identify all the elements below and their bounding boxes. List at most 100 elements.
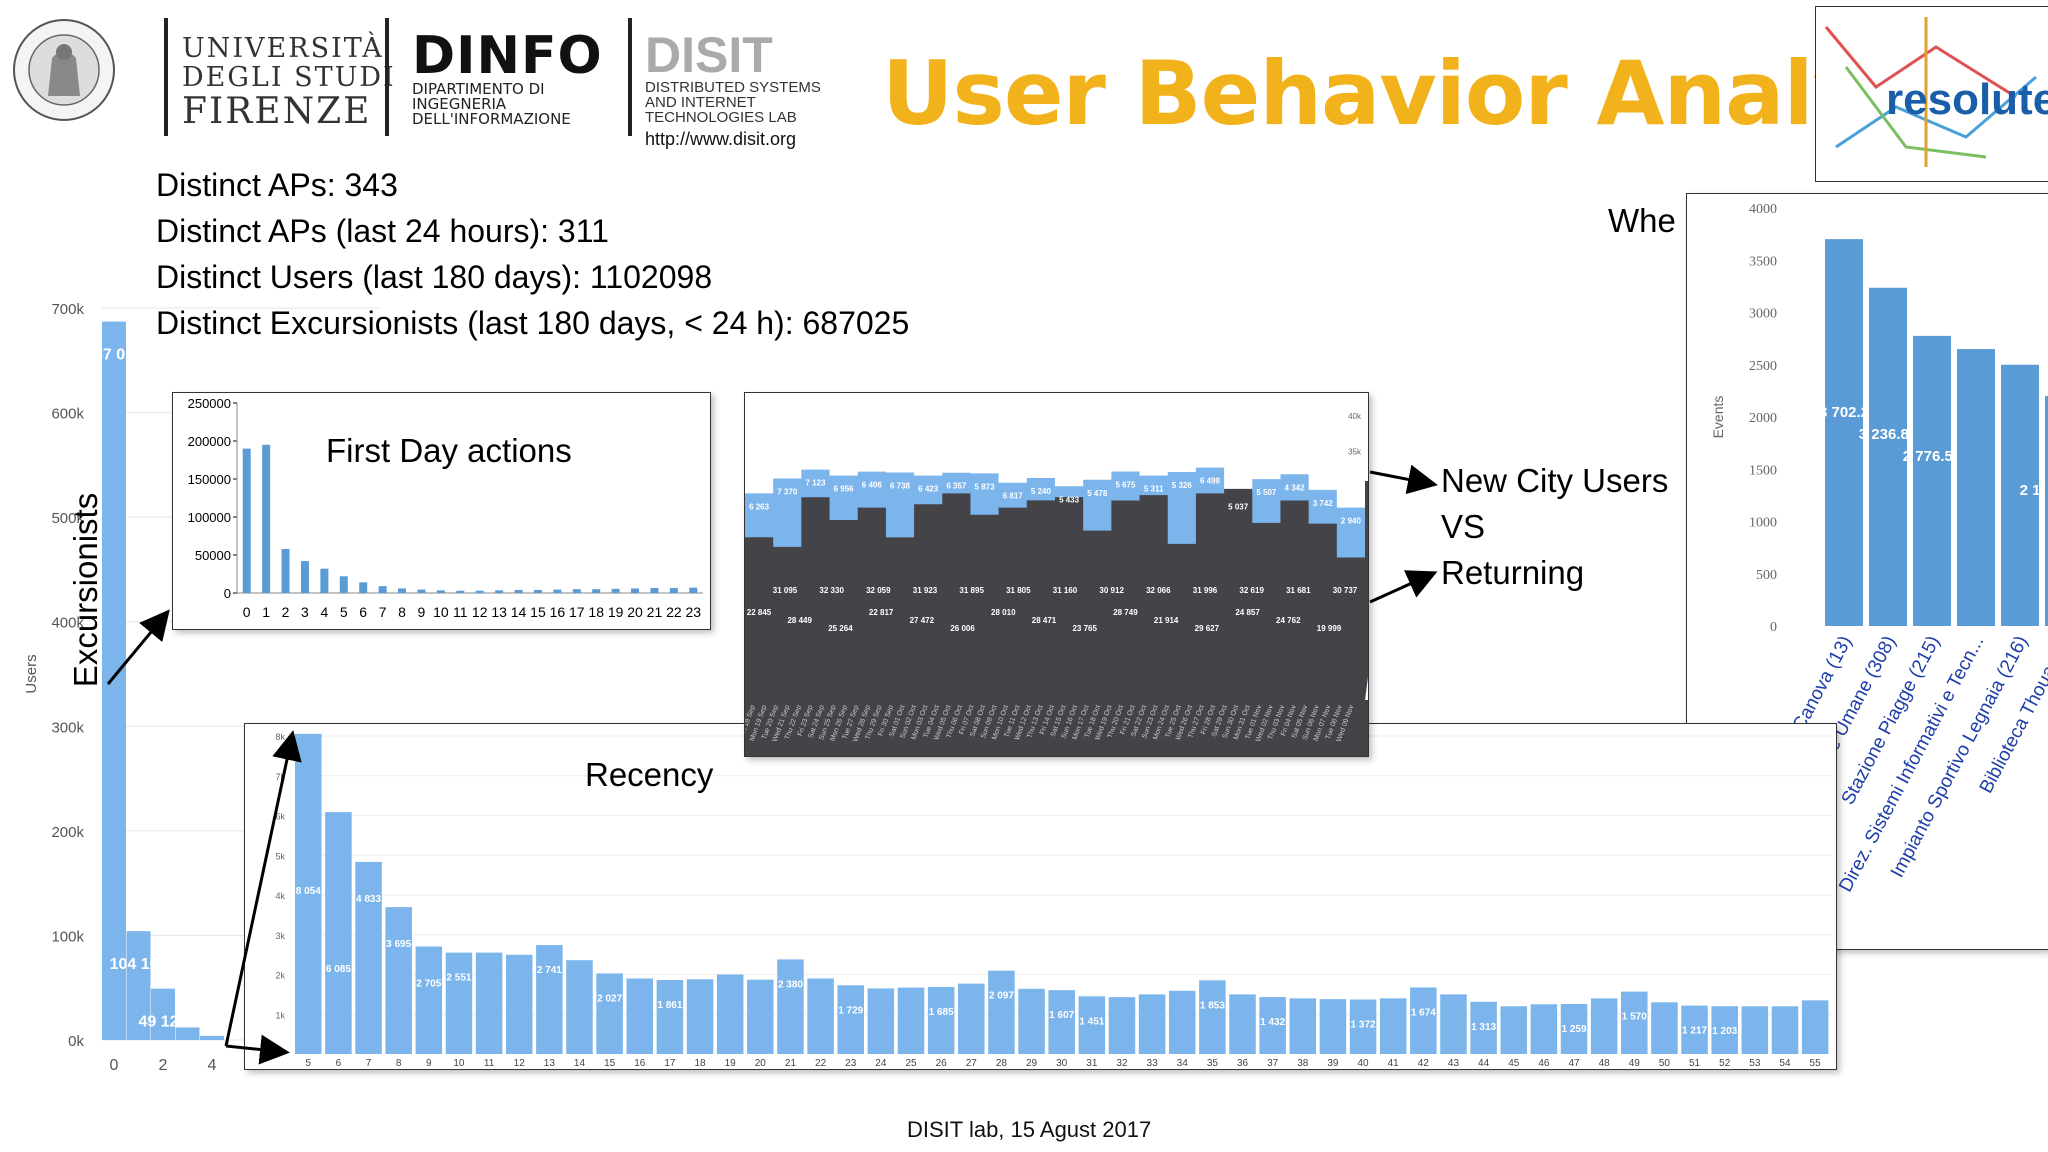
y-tick-label: 2000	[1749, 411, 1777, 426]
y-tick-label: 4000	[1749, 202, 1777, 217]
bar	[359, 582, 368, 593]
data-label: 5 873	[975, 482, 996, 491]
data-label: 31 160	[1053, 586, 1078, 595]
bar	[1048, 990, 1075, 1054]
data-label: 30 912	[1099, 586, 1124, 595]
bar	[777, 959, 804, 1054]
data-label: 28 749	[1113, 608, 1138, 617]
x-tick-label: 8	[398, 604, 406, 620]
x-tick-label: 24	[875, 1058, 887, 1069]
x-tick-label: 35	[1207, 1058, 1219, 1069]
x-tick-label: 10	[433, 604, 449, 620]
x-tick-label: 18	[694, 1058, 706, 1069]
x-tick-label: 23	[845, 1058, 857, 1069]
data-label: 1 853	[1200, 1000, 1225, 1011]
y-tick-label: 35k	[1348, 448, 1362, 457]
data-label: 31 923	[913, 586, 938, 595]
bar	[596, 973, 623, 1054]
x-tick-label: 48	[1599, 1058, 1611, 1069]
bar	[626, 978, 654, 1054]
new-vs-returning-area-chart: 35k 40k 6 263 7 370 7 123 6 956 6 406 6 738 6 42…	[745, 393, 1368, 756]
x-tick-label: 14	[574, 1058, 586, 1069]
bar	[514, 589, 523, 593]
bar	[631, 588, 640, 593]
bar	[689, 587, 698, 593]
y-tick-label: 0	[224, 586, 231, 601]
data-label: 1 203	[1712, 1026, 1737, 1037]
data-label: 32 619	[1239, 586, 1264, 595]
bar	[1199, 980, 1226, 1054]
x-tick-label: 2	[282, 604, 290, 620]
x-tick-label: 9	[418, 604, 426, 620]
data-label: 1 259	[1562, 1024, 1587, 1035]
data-label: 5 240	[1031, 487, 1052, 496]
bar	[1957, 349, 1995, 626]
x-tick-label: 36	[1237, 1058, 1249, 1069]
data-label: 1 372	[1351, 1019, 1376, 1030]
bar	[505, 954, 533, 1054]
bar	[1108, 997, 1136, 1054]
data-label: 26 006	[950, 624, 975, 633]
y-tick-label: 6k	[275, 812, 285, 822]
data-label: 1 217	[1682, 1026, 1707, 1037]
y-tick-label: 8k	[275, 732, 285, 742]
x-tick-label: 21	[647, 604, 663, 620]
x-tick-label: 11	[453, 604, 468, 620]
bar	[2045, 396, 2048, 626]
bar	[281, 548, 290, 593]
data-label: 2 097	[989, 991, 1014, 1002]
x-tick-label: 1	[262, 604, 270, 620]
y-tick-label: 500k	[51, 510, 84, 527]
bar	[1349, 999, 1377, 1054]
y-tick-label: 40k	[1348, 412, 1362, 421]
x-tick-label: 15	[530, 604, 546, 620]
x-tick-label: 54	[1779, 1058, 1791, 1069]
data-label: 4 833	[356, 894, 381, 905]
x-tick-label: 32	[1116, 1058, 1128, 1069]
dinfo-wordmark: DINFO	[412, 26, 603, 86]
x-tick-label: 31	[1086, 1058, 1098, 1069]
x-tick-label: 26	[936, 1058, 948, 1069]
data-label: 28 010	[991, 608, 1016, 617]
arrow	[1369, 464, 1438, 495]
y-tick-label: 50000	[195, 548, 231, 563]
bar	[1259, 997, 1286, 1054]
bar	[475, 952, 503, 1054]
data-label: 2 741	[537, 965, 562, 976]
data-label: 4 342	[1285, 483, 1306, 492]
dinfo-logo: DINFO DIPARTIMENTO DI INGEGNERIA DELL'IN…	[412, 30, 603, 127]
disit-url-link[interactable]: http://www.disit.org	[645, 129, 797, 149]
x-tick-label: Sun 18 Sep	[745, 704, 757, 741]
x-tick-label: 2	[159, 1057, 168, 1074]
data-label: 1 674	[1411, 1007, 1436, 1018]
logo-divider	[385, 18, 389, 136]
y-tick-label: 3k	[275, 931, 285, 941]
x-tick-label: 11	[484, 1058, 495, 1069]
bar	[988, 970, 1015, 1054]
data-label: 6 956	[834, 485, 855, 494]
data-label: 28 471	[1032, 616, 1057, 625]
y-tick-label: 1000	[1749, 516, 1777, 531]
bar	[1825, 239, 1863, 626]
bar	[1500, 1006, 1528, 1054]
data-label: 2 776.57	[1903, 448, 1961, 465]
bar	[320, 568, 329, 593]
x-tick-label: 4	[320, 604, 328, 620]
x-tick-label: 12	[514, 1058, 526, 1069]
y-tick-label: 100k	[51, 928, 84, 945]
bar	[611, 588, 620, 593]
bar	[837, 985, 864, 1054]
bar	[300, 561, 309, 593]
data-label: 32 330	[819, 586, 844, 595]
dinfo-subtitle: DIPARTIMENTO DI	[412, 80, 545, 98]
data-label: 23 765	[1072, 624, 1097, 633]
x-tick-label: 51	[1689, 1058, 1701, 1069]
data-label: 7 370	[777, 487, 798, 496]
x-tick-label: 5	[340, 604, 348, 620]
data-label: 49 123	[139, 1014, 188, 1031]
x-tick-label: 44	[1478, 1058, 1490, 1069]
bar	[669, 588, 678, 593]
arrow	[1369, 570, 1438, 604]
x-tick-label: 19	[608, 604, 624, 620]
